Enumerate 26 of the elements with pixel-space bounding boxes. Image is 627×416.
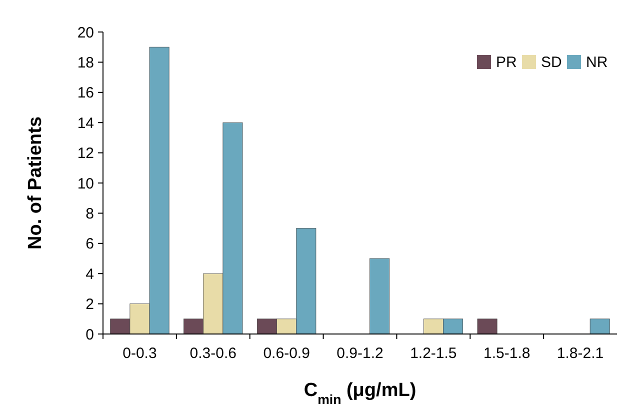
y-tick-label: 10: [77, 175, 94, 192]
x-tick-label: 1.5-1.8: [484, 345, 530, 362]
y-tick-label: 4: [86, 266, 94, 283]
legend-label: SD: [541, 54, 562, 71]
x-axis-title: C$_{min}$ (μg/mL): [304, 380, 416, 406]
bar: [477, 318, 498, 334]
y-tick-label: 16: [77, 84, 94, 102]
x-tick-label: 0-0.3: [122, 345, 157, 362]
x-tick-label: 0.3-0.6: [190, 345, 236, 362]
y-tick-label: 6: [86, 236, 94, 253]
x-tick-label: 0.6-0.9: [263, 345, 310, 362]
y-tick-label: 2: [86, 296, 94, 314]
bar: [370, 258, 390, 334]
y-tick-label: 20: [77, 24, 94, 42]
y-tick-label: 0: [86, 326, 94, 344]
x-tick-label: 1.2-1.5: [410, 345, 457, 362]
x-tick-label: 0.9-1.2: [336, 345, 384, 362]
legend-label: PR: [496, 54, 518, 71]
y-tick-label: 8: [86, 205, 94, 222]
y-tick-label: 14: [77, 114, 94, 132]
legend-label: NR: [586, 54, 608, 71]
y-tick-label: 18: [77, 54, 94, 72]
bar: [590, 318, 610, 334]
x-tick-label: 1.8-2.1: [556, 345, 604, 362]
y-tick-label: 12: [77, 145, 94, 162]
y-axis-title: No. of Patients: [25, 116, 46, 250]
